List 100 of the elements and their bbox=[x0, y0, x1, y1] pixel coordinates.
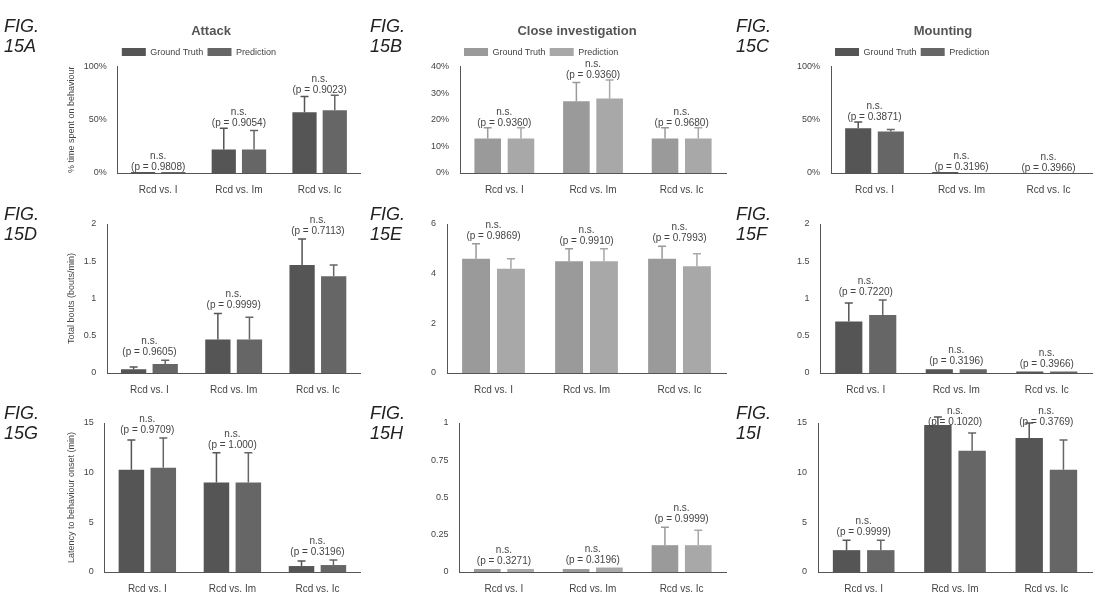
y-tick-label: 1 bbox=[443, 417, 449, 428]
x-tick-label: Rcd vs. I bbox=[484, 183, 524, 195]
legend-label: Prediction bbox=[949, 46, 990, 57]
x-tick-label: Rcd vs. Ic bbox=[1024, 583, 1069, 595]
y-tick-label: 0% bbox=[807, 167, 821, 178]
legend-label: Ground Truth bbox=[863, 46, 917, 57]
y-tick-label: 6 bbox=[430, 218, 437, 229]
bar bbox=[596, 567, 623, 573]
y-tick-label: 0 bbox=[88, 566, 94, 577]
bar bbox=[507, 569, 534, 573]
annotation: n.s. (p = 0.3271) bbox=[476, 544, 532, 567]
y-tick-label: 0.5 bbox=[797, 329, 810, 340]
legend-label: Prediction bbox=[578, 46, 619, 57]
chart-title: Mounting bbox=[913, 23, 973, 39]
chart-subtitle: FIG. 15H bbox=[370, 403, 406, 444]
chart-subtitle: FIG. 15C bbox=[736, 16, 772, 56]
annotation: n.s. (p = 0.3871) bbox=[847, 99, 902, 122]
x-tick-label: Rcd vs. Ic bbox=[657, 383, 702, 395]
y-axis-title: % time spent on behaviour bbox=[65, 66, 76, 174]
y-tick-label: 50% bbox=[802, 114, 821, 125]
x-tick-label: Rcd vs. Ic bbox=[659, 583, 704, 595]
y-tick-label: 40% bbox=[431, 61, 450, 72]
y-tick-label: 10% bbox=[431, 140, 450, 151]
chart-subtitle: FIG. 15E bbox=[370, 203, 406, 244]
legend-label: Ground Truth bbox=[150, 46, 204, 57]
x-tick-label: Rcd vs. Im bbox=[215, 183, 263, 195]
y-tick-label: 0.25 bbox=[430, 529, 449, 540]
x-tick-label: Rcd vs. Im bbox=[932, 383, 980, 395]
x-tick-label: Rcd vs. I bbox=[855, 183, 894, 195]
annotation: n.s. (p = 0.3769) bbox=[1019, 405, 1074, 428]
y-tick-label: 15 bbox=[83, 417, 94, 428]
x-tick-label: Rcd vs. I bbox=[844, 583, 884, 595]
chart-title: Close investigation bbox=[517, 23, 637, 39]
y-tick-label: 2 bbox=[804, 218, 810, 229]
chart-subtitle: FIG. 15B bbox=[370, 16, 406, 56]
x-tick-label: Rcd vs. Im bbox=[208, 583, 257, 595]
x-tick-label: Rcd vs. Ic bbox=[1026, 183, 1071, 195]
y-tick-label: 15 bbox=[797, 417, 808, 428]
annotation: n.s. (p = 0.9360) bbox=[565, 57, 621, 80]
x-tick-label: Rcd vs. Ic bbox=[297, 183, 342, 195]
y-tick-label: 2 bbox=[91, 218, 97, 229]
y-axis-title: Latency to behaviour onset (min) bbox=[65, 432, 76, 564]
y-tick-label: 10 bbox=[797, 467, 808, 478]
annotation: n.s. (p = 0.9605) bbox=[122, 334, 177, 357]
x-tick-label: Rcd vs. Im bbox=[562, 383, 611, 395]
y-tick-label: 4 bbox=[430, 267, 437, 278]
annotation: n.s. (p = 0.3966) bbox=[1021, 150, 1076, 173]
y-tick-label: 50% bbox=[88, 114, 107, 125]
x-tick-label: Rcd vs. I bbox=[474, 383, 513, 395]
chart-subtitle: FIG. 15I bbox=[736, 403, 772, 444]
y-tick-label: 100% bbox=[83, 61, 107, 72]
annotation: n.s. (p = 0.9999) bbox=[836, 515, 891, 538]
chart-subtitle: FIG. 15D bbox=[4, 203, 40, 244]
chart-title: Attack bbox=[191, 23, 232, 39]
x-tick-label: Rcd vs. I bbox=[846, 383, 886, 395]
x-tick-label: Rcd vs. Im bbox=[210, 383, 258, 395]
legend-label: Ground Truth bbox=[492, 46, 546, 57]
y-tick-label: 1 bbox=[91, 292, 97, 303]
y-axis-title: Total bouts (bouts/min) bbox=[65, 252, 76, 344]
y-tick-label: 1 bbox=[804, 292, 810, 303]
x-tick-label: Rcd vs. I bbox=[129, 383, 169, 395]
annotation: n.s. (p = 0.3196) bbox=[934, 149, 989, 172]
annotation: n.s. (p = 0.9054) bbox=[211, 106, 267, 129]
y-tick-label: 0.5 bbox=[83, 329, 97, 340]
x-tick-label: Rcd vs. Im bbox=[569, 583, 617, 595]
x-tick-label: Rcd vs. I bbox=[138, 183, 178, 195]
y-tick-label: 0% bbox=[93, 167, 107, 178]
annotation: n.s. (p = 0.9999) bbox=[654, 502, 709, 525]
x-tick-label: Rcd vs. I bbox=[127, 583, 167, 595]
bar bbox=[959, 368, 987, 373]
y-tick-label: 10 bbox=[83, 467, 94, 478]
bar bbox=[562, 569, 590, 573]
y-tick-label: 5 bbox=[88, 517, 94, 528]
x-tick-label: Rcd vs. Ic bbox=[295, 383, 340, 395]
y-tick-label: 5 bbox=[802, 517, 808, 528]
annotation: n.s. (p = 0.3196) bbox=[290, 535, 345, 558]
bar bbox=[473, 569, 501, 573]
x-tick-label: Rcd vs. Ic bbox=[659, 183, 704, 195]
annotation: n.s. (p = 0.9999) bbox=[206, 288, 261, 311]
annotation: n.s. (p = 0.7220) bbox=[838, 274, 893, 297]
annotation: n.s. (p = 0.7993) bbox=[652, 221, 707, 244]
bar bbox=[152, 363, 178, 373]
legend-label: Prediction bbox=[236, 46, 277, 57]
y-tick-label: 100% bbox=[796, 61, 821, 72]
y-tick-label: 1.5 bbox=[83, 255, 97, 266]
annotation: n.s. (p = 0.7113) bbox=[291, 213, 345, 236]
annotation: n.s. (p = 0.9910) bbox=[559, 223, 614, 246]
annotation: n.s. (p = 0.9680) bbox=[654, 105, 709, 128]
y-tick-label: 0 bbox=[91, 367, 97, 378]
x-tick-label: Rcd vs. Im bbox=[937, 183, 986, 195]
y-tick-label: 2 bbox=[430, 317, 437, 328]
annotation: n.s. (p = 0.9709) bbox=[120, 413, 175, 436]
y-tick-label: 1.5 bbox=[797, 255, 810, 266]
chart-subtitle: FIG. 15G bbox=[4, 403, 40, 444]
y-tick-label: 0 bbox=[804, 367, 810, 378]
annotation: n.s. (p = 0.1020) bbox=[927, 405, 983, 428]
annotation: n.s. (p = 0.9808) bbox=[131, 149, 186, 172]
x-tick-label: Rcd vs. Ic bbox=[1024, 383, 1069, 395]
annotation: n.s. (p = 0.9023) bbox=[292, 73, 347, 96]
annotation: n.s. (p = 1.000) bbox=[208, 428, 257, 451]
